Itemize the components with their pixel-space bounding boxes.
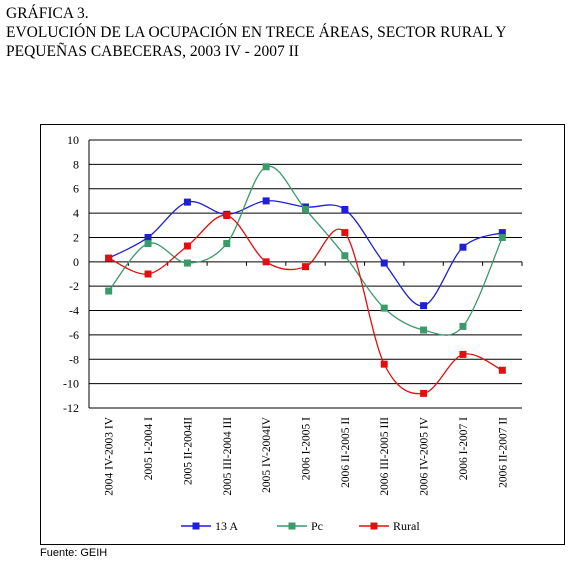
data-point-pc (420, 326, 428, 334)
legend-label-rural: Rural (393, 519, 420, 533)
y-tick-label: 6 (73, 182, 79, 196)
data-point-pc (341, 252, 349, 260)
data-point-13-a (420, 302, 428, 310)
series-line-rural (108, 214, 503, 395)
y-tick-label: 2 (73, 230, 79, 244)
chart-frame: 10 8 6 4 2 0 -2 -4 -6 -8 -10 -12 2004 IV-2003 IV 2005… (40, 124, 565, 545)
data-point-13-a (183, 198, 191, 206)
data-point-rural (183, 242, 191, 250)
y-tick-label: 4 (73, 206, 79, 220)
y-tick-label: -2 (69, 279, 79, 293)
legend-label-pc: Pc (311, 519, 323, 533)
y-tick-label: -6 (69, 328, 79, 342)
x-tick-label: 2006 III-2005 III (379, 417, 391, 496)
data-point-pc (302, 205, 309, 213)
y-tick-label: -10 (63, 377, 79, 391)
legend-marker-pc (288, 522, 296, 530)
y-tick-label: 0 (73, 255, 79, 269)
data-point-rural (144, 270, 152, 278)
x-tick-label: 2006 II-2005 II (340, 417, 352, 488)
data-point-rural (341, 229, 349, 237)
x-tick-label: 2006 I-2005 I (301, 417, 313, 480)
data-point-pc (498, 233, 506, 241)
data-point-13-a (459, 243, 467, 251)
data-point-13-a (380, 259, 388, 267)
y-tick-label: -12 (63, 401, 79, 415)
data-point-13-a (498, 229, 506, 237)
data-point-rural (105, 254, 113, 262)
source-note: Fuente: GEIH (40, 547, 108, 559)
data-point-13-a (262, 197, 270, 205)
x-tick-label: 2006 II-2007 II (497, 417, 509, 488)
data-point-rural (302, 263, 309, 271)
x-tick-label: 2006 IV-2005 IV (419, 416, 431, 495)
data-point-pc (262, 163, 270, 171)
x-tick-label: 2006 I-2007 I (458, 417, 470, 480)
data-point-13-a (144, 233, 152, 241)
y-tick-label: -4 (69, 304, 79, 318)
x-tick-label: 2005 II-2004II (182, 417, 194, 485)
y-tick-label: 10 (67, 133, 79, 147)
legend-label-13-a: 13 A (215, 519, 238, 533)
figure-label: GRÁFICA 3. (6, 5, 89, 22)
data-point-rural (262, 258, 270, 266)
legend-marker-13-a (192, 522, 200, 530)
legend-marker-rural (370, 522, 378, 530)
data-point-rural (498, 366, 506, 374)
data-point-rural (380, 360, 388, 368)
series-line-13-a (108, 200, 503, 307)
x-tick-label: 2005 III-2004 III (222, 417, 234, 496)
data-point-rural (420, 389, 428, 397)
data-point-pc (380, 304, 388, 312)
chart-title-line-1: EVOLUCIÓN DE LA OCUPACIÓN EN TRECE ÁREAS… (6, 24, 507, 41)
x-tick-label: 2005 IV-2004IV (261, 416, 273, 493)
data-point-rural (223, 212, 231, 220)
y-tick-label: 8 (73, 157, 79, 171)
chart-title-line-2: PEQUEÑAS CABECERAS, 2003 IV - 2007 II (6, 43, 299, 60)
data-point-rural (459, 350, 467, 358)
data-point-pc (223, 240, 231, 248)
line-chart: 10 8 6 4 2 0 -2 -4 -6 -8 -10 -12 2004 IV-2003 IV 2005… (63, 133, 523, 533)
series-line-pc (108, 165, 503, 336)
x-tick-label: 2005 I-2004 I (143, 417, 155, 480)
chart-heading: GRÁFICA 3. EVOLUCIÓN DE LA OCUPACIÓN EN … (6, 4, 572, 61)
y-tick-label: -8 (69, 352, 79, 366)
data-point-pc (183, 259, 191, 267)
data-point-13-a (341, 205, 349, 213)
data-point-pc (459, 322, 467, 330)
x-tick-label: 2004 IV-2003 IV (104, 416, 116, 495)
data-point-pc (105, 287, 113, 295)
data-point-pc (144, 240, 152, 248)
